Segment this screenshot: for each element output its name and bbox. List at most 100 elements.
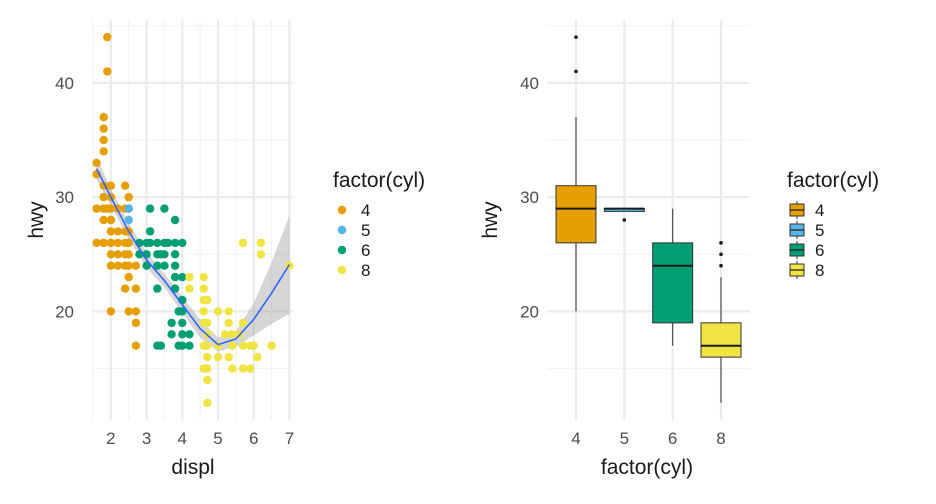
data-point-cyl-4 bbox=[99, 135, 108, 145]
data-point-cyl-8 bbox=[238, 341, 248, 350]
legend-key-cyl-8 bbox=[789, 261, 805, 279]
data-point-cyl-8 bbox=[203, 318, 212, 328]
data-point-cyl-8 bbox=[267, 341, 276, 350]
y-tick-label: 30 bbox=[520, 188, 539, 207]
legend-key-cyl-6 bbox=[337, 245, 347, 255]
box-cyl-4 bbox=[555, 35, 597, 312]
data-point-cyl-6 bbox=[178, 272, 187, 282]
legend-key-cyl-5 bbox=[789, 221, 805, 239]
data-point-cyl-4 bbox=[113, 261, 123, 270]
boxplot-x-tick-labels: 4 5 6 8 bbox=[571, 429, 725, 448]
data-point-cyl-8 bbox=[203, 295, 212, 305]
boxplot-legend-title: factor(cyl) bbox=[787, 169, 879, 192]
data-point-cyl-6 bbox=[170, 272, 180, 282]
data-point-cyl-6 bbox=[153, 261, 162, 270]
data-point-cyl-6 bbox=[153, 238, 162, 248]
data-point-cyl-4 bbox=[113, 227, 123, 236]
data-point-cyl-6 bbox=[170, 215, 180, 225]
data-point-cyl-4 bbox=[124, 272, 133, 282]
outlier-point bbox=[622, 218, 627, 222]
data-point-cyl-4 bbox=[131, 307, 141, 316]
x-tick-label: 2 bbox=[106, 429, 115, 448]
legend-label-cyl-6: 6 bbox=[361, 241, 370, 260]
data-point-cyl-8 bbox=[213, 352, 223, 362]
legend-label-cyl-5: 5 bbox=[361, 221, 370, 240]
scatter-y-axis-title: hwy bbox=[25, 201, 48, 239]
box-cyl-6 bbox=[652, 208, 694, 346]
outlier-point bbox=[719, 263, 723, 268]
data-point-cyl-6 bbox=[160, 204, 169, 213]
data-point-cyl-6 bbox=[160, 261, 169, 270]
data-point-cyl-8 bbox=[199, 307, 208, 316]
data-point-cyl-4 bbox=[103, 67, 112, 76]
y-tick-label: 30 bbox=[55, 188, 74, 207]
outlier-point bbox=[574, 35, 578, 39]
legend-label-cyl-6: 6 bbox=[815, 241, 824, 260]
data-point-cyl-6 bbox=[145, 204, 155, 213]
data-point-cyl-8 bbox=[203, 375, 212, 385]
data-point-cyl-8 bbox=[228, 341, 237, 350]
data-point-cyl-4 bbox=[124, 238, 133, 248]
data-point-cyl-8 bbox=[228, 330, 237, 339]
outlier-point bbox=[574, 69, 578, 74]
data-point-cyl-8 bbox=[245, 364, 255, 373]
data-point-cyl-4 bbox=[99, 192, 108, 202]
data-point-cyl-4 bbox=[131, 284, 141, 293]
legend-key-cyl-5 bbox=[337, 225, 347, 235]
data-point-cyl-4 bbox=[92, 204, 101, 213]
data-point-cyl-4 bbox=[113, 250, 123, 259]
y-tick-label: 40 bbox=[520, 74, 539, 93]
data-point-cyl-8 bbox=[238, 364, 248, 373]
legend-label-cyl-5: 5 bbox=[815, 221, 824, 240]
data-point-cyl-6 bbox=[170, 250, 180, 259]
data-point-cyl-6 bbox=[153, 284, 162, 293]
data-point-cyl-4 bbox=[106, 238, 116, 248]
x-tick-label: 6 bbox=[249, 429, 258, 448]
data-point-cyl-5 bbox=[124, 215, 133, 225]
data-point-cyl-6 bbox=[160, 250, 169, 259]
data-point-cyl-4 bbox=[106, 250, 116, 259]
box-iqr bbox=[700, 322, 742, 358]
data-point-cyl-4 bbox=[124, 261, 133, 270]
data-point-cyl-8 bbox=[203, 398, 212, 408]
data-point-cyl-8 bbox=[256, 250, 266, 259]
data-point-cyl-4 bbox=[120, 284, 130, 293]
data-point-cyl-4 bbox=[92, 158, 101, 168]
data-point-cyl-8 bbox=[185, 284, 194, 293]
data-point-cyl-8 bbox=[185, 272, 194, 282]
y-tick-label: 40 bbox=[55, 74, 74, 93]
data-point-cyl-6 bbox=[167, 330, 176, 339]
data-point-cyl-4 bbox=[131, 318, 141, 328]
data-point-cyl-6 bbox=[163, 238, 173, 248]
data-point-cyl-6 bbox=[145, 227, 155, 236]
legend-label-cyl-8: 8 bbox=[361, 261, 370, 280]
x-tick-label: 8 bbox=[716, 429, 725, 448]
data-point-cyl-8 bbox=[213, 307, 223, 316]
data-point-cyl-8 bbox=[224, 352, 233, 362]
x-tick-label: 4 bbox=[571, 429, 580, 448]
boxplot-y-tick-labels: 20 30 40 bbox=[520, 74, 539, 322]
x-tick-label: 3 bbox=[142, 429, 151, 448]
data-point-cyl-4 bbox=[131, 341, 141, 350]
legend-label-cyl-4: 4 bbox=[361, 201, 370, 220]
smooth-line bbox=[95, 168, 291, 346]
data-point-cyl-4 bbox=[99, 238, 108, 248]
data-point-cyl-4 bbox=[124, 250, 133, 259]
data-point-cyl-6 bbox=[178, 238, 187, 248]
boxplot-x-axis-title: factor(cyl) bbox=[601, 456, 693, 479]
y-tick-label: 20 bbox=[55, 302, 74, 321]
data-point-cyl-8 bbox=[238, 238, 248, 248]
y-tick-label: 20 bbox=[520, 302, 539, 321]
data-point-cyl-4 bbox=[106, 204, 116, 213]
data-point-cyl-4 bbox=[106, 227, 116, 236]
boxplot-boxes bbox=[555, 35, 742, 403]
scatter-legend-title: factor(cyl) bbox=[333, 169, 425, 192]
box-cyl-8 bbox=[700, 241, 742, 403]
data-point-cyl-4 bbox=[124, 192, 133, 202]
data-point-cyl-6 bbox=[170, 261, 180, 270]
x-tick-label: 7 bbox=[285, 429, 294, 448]
data-point-cyl-8 bbox=[220, 330, 230, 339]
